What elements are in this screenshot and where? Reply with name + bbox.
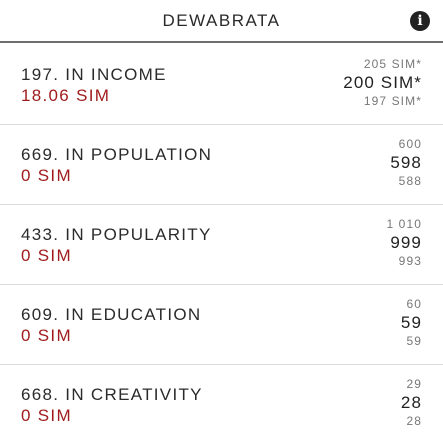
ranking-row-creativity[interactable]: 668. IN CREATIVITY 0 SIM 29 28 28 (0, 365, 443, 445)
neighbor-above-value: 60 (406, 297, 422, 311)
ranking-row-population[interactable]: 669. IN POPULATION 0 SIM 600 598 588 (0, 125, 443, 205)
neighbor-below-value: 588 (398, 174, 422, 188)
current-value: 28 (400, 393, 422, 412)
ranking-row-popularity[interactable]: 433. IN POPULARITY 0 SIM 1 010 999 993 (0, 205, 443, 285)
neighbor-above-value: 600 (398, 137, 422, 151)
neighbor-above-value: 29 (406, 377, 422, 391)
header-bar: DEWABRATA i (0, 0, 443, 43)
neighbor-below-value: 59 (406, 334, 422, 348)
rank-label: 197. IN INCOME (21, 65, 167, 84)
current-value: 200 SIM* (343, 73, 422, 92)
neighbor-above-value: 205 SIM* (363, 57, 422, 71)
ranking-row-income[interactable]: 197. IN INCOME 18.06 SIM 205 SIM* 200 SI… (0, 45, 443, 125)
current-value: 59 (400, 313, 422, 332)
ranking-row-education[interactable]: 609. IN EDUCATION 0 SIM 60 59 59 (0, 285, 443, 365)
reward-value: 0 SIM (21, 246, 72, 265)
reward-value: 0 SIM (21, 406, 72, 425)
neighbor-below-value: 993 (398, 254, 422, 268)
neighbor-below-value: 197 SIM* (363, 94, 422, 108)
reward-value: 0 SIM (21, 326, 72, 345)
player-name-title: DEWABRATA (162, 11, 281, 30)
reward-value: 0 SIM (21, 166, 72, 185)
neighbor-below-value: 28 (406, 414, 422, 428)
reward-value: 18.06 SIM (21, 86, 111, 105)
current-value: 598 (390, 153, 422, 172)
neighbor-above-value: 1 010 (386, 217, 422, 231)
rank-label: 668. IN CREATIVITY (21, 385, 203, 404)
rank-label: 669. IN POPULATION (21, 145, 213, 164)
info-icon[interactable]: i (410, 11, 430, 31)
current-value: 999 (390, 233, 422, 252)
rank-label: 433. IN POPULARITY (21, 225, 212, 244)
rank-label: 609. IN EDUCATION (21, 305, 202, 324)
